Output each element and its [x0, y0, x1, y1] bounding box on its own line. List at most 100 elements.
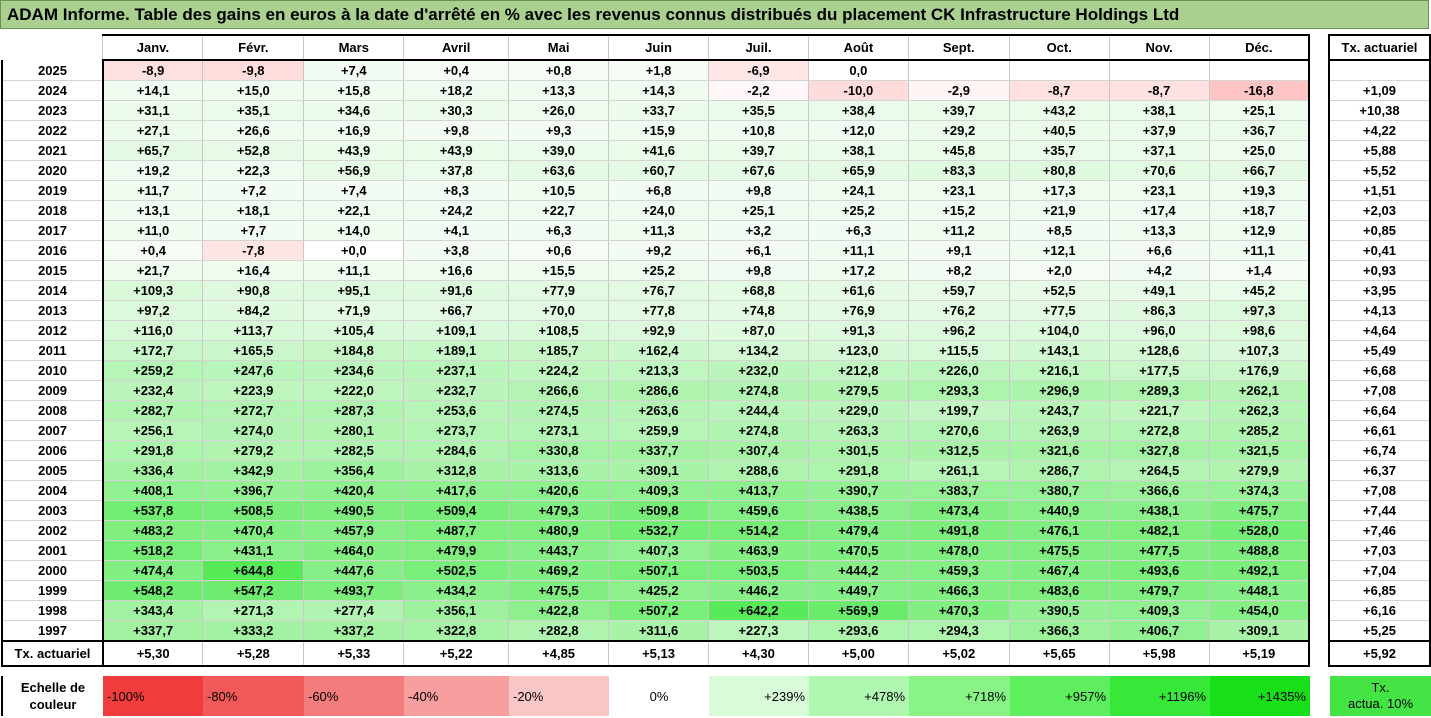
gain-cell: +90,8	[202, 280, 304, 301]
gain-cell: +19,3	[1208, 180, 1311, 201]
table-row: 2018 +13,1 +18,1 +22,1 +24,2 +22,7 +24,0 +25,1 +…	[1, 200, 1431, 221]
gain-cell: +26,6	[202, 120, 304, 141]
column-gap	[1309, 220, 1329, 241]
column-gap	[1310, 676, 1330, 716]
gain-cell: +70,6	[1108, 160, 1210, 181]
gain-cell: +493,6	[1108, 560, 1210, 581]
year-cell: 2007	[1, 420, 104, 441]
gain-cell: -16,8	[1208, 80, 1311, 101]
column-gap	[1309, 200, 1329, 221]
footer-rate-cell: +5,02	[907, 640, 1010, 667]
gain-cell: +0,4	[102, 240, 203, 261]
column-gap	[1309, 300, 1329, 321]
rate-cell: +4,22	[1327, 120, 1431, 141]
gain-cell: +309,1	[1208, 620, 1311, 642]
gain-cell: +470,4	[202, 520, 304, 541]
gain-cell: +425,2	[608, 580, 709, 601]
rate-cell: +0,93	[1327, 260, 1431, 281]
legend-swatch: +239%	[709, 676, 809, 716]
gain-cell: +15,2	[907, 200, 1010, 221]
gain-cell: +508,5	[202, 500, 304, 521]
gain-cell: +474,4	[102, 560, 203, 581]
rate-cell: +7,08	[1327, 480, 1431, 501]
table-row: 2003 +537,8 +508,5 +490,5 +509,4 +479,3 +509,8…	[1, 500, 1431, 521]
gain-cell: +38,1	[1108, 100, 1210, 121]
gain-cell: +3,8	[403, 240, 509, 261]
gain-cell: +63,6	[508, 160, 609, 181]
gain-cell: +234,6	[303, 360, 404, 381]
column-gap	[1309, 160, 1329, 181]
gain-cell: +469,2	[508, 560, 609, 581]
rate-cell: +6,37	[1327, 460, 1431, 481]
gain-cell: +15,0	[202, 80, 304, 101]
rate-cell: +7,44	[1327, 500, 1431, 521]
gain-cell: +532,7	[608, 520, 709, 541]
column-gap	[1309, 460, 1329, 481]
column-gap	[1309, 400, 1329, 421]
gain-cell: +25,0	[1208, 140, 1311, 161]
gain-cell: +528,0	[1208, 520, 1311, 541]
gain-cell: +6,1	[707, 240, 809, 261]
column-gap	[1309, 380, 1329, 401]
gain-cell: +67,6	[707, 160, 809, 181]
gain-cell: -7,8	[202, 240, 304, 261]
gain-cell: +518,2	[102, 540, 203, 561]
gain-cell: +470,3	[907, 600, 1010, 621]
footer-rate-cell: +5,22	[403, 640, 509, 667]
gain-cell: -8,7	[1108, 80, 1210, 101]
gain-cell: +39,7	[707, 140, 809, 161]
year-cell: 2005	[1, 460, 104, 481]
gain-cell: +176,9	[1208, 360, 1311, 381]
gain-cell: +313,6	[508, 460, 609, 481]
gain-cell: +294,3	[907, 620, 1010, 642]
gain-cell: +123,0	[807, 340, 909, 361]
gain-cell: +475,5	[1008, 540, 1110, 561]
rate-cell: +5,88	[1327, 140, 1431, 161]
legend-swatch: +478%	[809, 676, 909, 716]
year-cell: 2022	[1, 120, 104, 141]
table-row: 2017 +11,0 +7,7 +14,0 +4,1 +6,3 +11,3 +3,2 +6,3 +…	[1, 220, 1431, 241]
gain-cell: +30,3	[403, 100, 509, 121]
column-gap	[1309, 420, 1329, 441]
gain-cell: +22,3	[202, 160, 304, 181]
gain-cell: +45,2	[1208, 280, 1311, 301]
gain-cell: -2,9	[907, 80, 1010, 101]
gain-cell: +11,1	[807, 240, 909, 261]
gain-cell: +448,1	[1208, 580, 1311, 601]
gain-cell: +244,4	[707, 400, 809, 421]
gain-cell: +221,7	[1108, 400, 1210, 421]
gain-cell: +9,1	[907, 240, 1010, 261]
column-gap	[1309, 480, 1329, 501]
gain-cell: +59,7	[907, 280, 1010, 301]
gain-cell: +92,9	[608, 320, 709, 341]
column-gap	[1309, 340, 1329, 361]
gain-cell: +19,2	[102, 160, 203, 181]
gain-cell: +11,1	[303, 260, 404, 281]
gain-cell: +76,9	[807, 300, 909, 321]
table-row: 2022 +27,1 +26,6 +16,9 +9,8 +9,3 +15,9 +10,8 +12…	[1, 120, 1431, 141]
gain-cell: +11,3	[608, 220, 709, 241]
month-header: Nov.	[1108, 34, 1210, 61]
gain-cell: +272,7	[202, 400, 304, 421]
gain-cell: +68,8	[707, 280, 809, 301]
table-row: 2024 +14,1 +15,0 +15,8 +18,2 +13,3 +14,3 -2,2 -1…	[1, 80, 1431, 101]
year-cell: 2009	[1, 380, 104, 401]
year-cell: 2017	[1, 220, 104, 241]
gain-cell: +226,0	[907, 360, 1010, 381]
column-gap	[1309, 440, 1329, 461]
gain-cell: +84,2	[202, 300, 304, 321]
month-header: Juil.	[707, 34, 809, 61]
gain-cell: +70,0	[508, 300, 609, 321]
gain-cell: +366,6	[1108, 480, 1210, 501]
rate-cell: +6,85	[1327, 580, 1431, 601]
gain-cell: +35,7	[1008, 140, 1110, 161]
gain-cell: +3,2	[707, 220, 809, 241]
gain-cell: +366,3	[1008, 620, 1110, 642]
gain-cell: +65,7	[102, 140, 203, 161]
gain-cell: +83,3	[907, 160, 1010, 181]
table-row: 2015 +21,7 +16,4 +11,1 +16,6 +15,5 +25,2 +9,8 +1…	[1, 260, 1431, 281]
gain-cell: +259,2	[102, 360, 203, 381]
table-row: 2000 +474,4 +644,8 +447,6 +502,5 +469,2 +507,1…	[1, 560, 1431, 581]
legend-swatch: -20%	[509, 676, 609, 716]
gain-cell: +21,9	[1008, 200, 1110, 221]
